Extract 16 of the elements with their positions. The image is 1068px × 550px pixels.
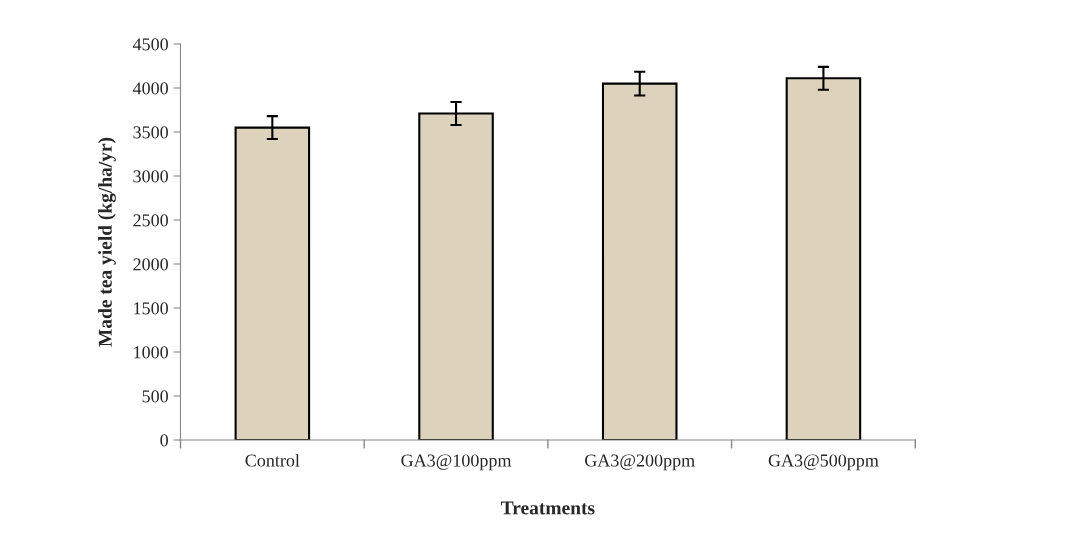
y-tick-label: 2000: [133, 258, 168, 271]
y-axis-title: Made tea yield (kg/ha/yr): [98, 137, 116, 347]
y-tick-label: 3500: [133, 126, 168, 139]
x-axis-title: Treatments: [501, 501, 595, 515]
y-tick-label: 500: [142, 390, 168, 403]
x-tick-label: Control: [245, 453, 300, 467]
y-tick-label: 2500: [133, 214, 168, 227]
y-tick-label: 1500: [134, 302, 168, 315]
y-tick-label: 1000: [134, 346, 168, 359]
x-tick-label: GA3@200ppm: [585, 454, 695, 471]
y-tick-label: 4000: [132, 82, 168, 95]
y-tick-label: 3000: [133, 170, 168, 183]
x-tick-label: GA3@100ppm: [401, 454, 512, 471]
x-tick-label: GA3@500ppm: [768, 454, 879, 471]
y-tick-label: 4500: [132, 38, 168, 51]
y-tick-label: 0: [160, 434, 168, 447]
